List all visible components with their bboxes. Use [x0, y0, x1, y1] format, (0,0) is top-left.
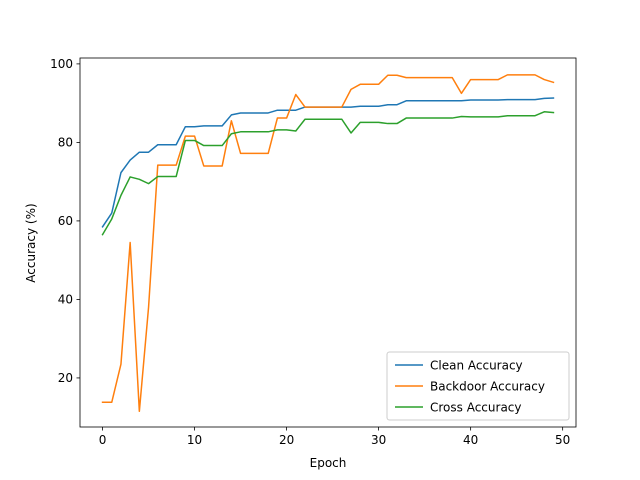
x-tick-label: 20 — [279, 433, 294, 447]
series-line-3 — [101, 111, 555, 236]
x-tick-label: 50 — [555, 433, 570, 447]
y-tick-label: 80 — [58, 136, 73, 150]
series-line-2 — [101, 74, 555, 413]
x-tick-label: 30 — [371, 433, 386, 447]
x-tick-label: 10 — [187, 433, 202, 447]
y-tick-label: 100 — [50, 57, 73, 71]
x-tick-label: 40 — [463, 433, 478, 447]
x-axis-title: Epoch — [310, 456, 347, 470]
y-tick-label: 20 — [58, 371, 73, 385]
x-tick-label: 0 — [99, 433, 107, 447]
legend-box — [386, 351, 570, 421]
y-axis-title: Accuracy (%) — [24, 203, 38, 282]
y-tick-label: 40 — [58, 293, 73, 307]
legend-label-2: Backdoor Accuracy — [430, 379, 545, 393]
y-tick-label: 60 — [58, 214, 73, 228]
plot-area — [101, 74, 555, 413]
legend-label-1: Clean Accuracy — [430, 358, 523, 372]
axes-frame — [79, 57, 577, 428]
legend: Clean Accuracy Backdoor Accuracy Cross Acc… — [386, 351, 570, 421]
axes: 0 10 20 30 40 50 20 40 60 80 100 — [50, 57, 577, 447]
legend-label-3: Cross Accuracy — [430, 400, 522, 414]
